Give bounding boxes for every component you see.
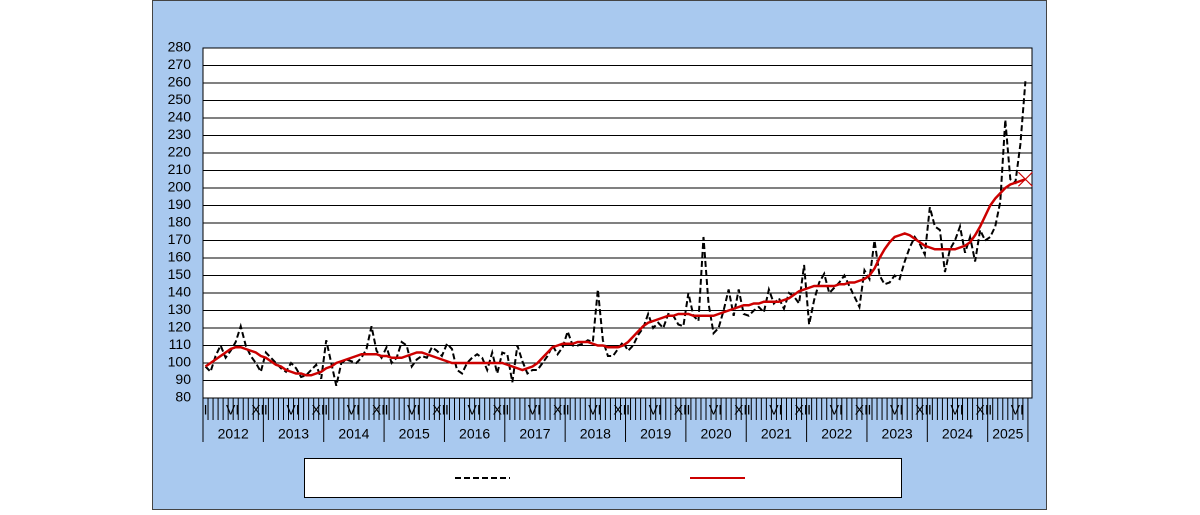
year-label: 2014 xyxy=(338,426,369,442)
y-tick-label: 170 xyxy=(168,231,192,247)
x-tick-label: VI xyxy=(830,402,843,418)
year-label: 2015 xyxy=(399,426,430,442)
y-tick-label: 190 xyxy=(168,196,192,212)
y-tick-label: 260 xyxy=(168,74,192,90)
year-label: 2021 xyxy=(761,426,792,442)
y-tick-label: 270 xyxy=(168,56,192,72)
year-label: 2016 xyxy=(459,426,490,442)
x-tick-label: VI xyxy=(950,402,963,418)
x-tick-label: XI xyxy=(372,402,385,418)
y-tick-label: 90 xyxy=(175,371,191,387)
x-tick-label: VI xyxy=(588,402,601,418)
y-tick-label: 250 xyxy=(168,91,192,107)
y-tick-label: 240 xyxy=(168,109,192,125)
x-tick-label: I xyxy=(385,402,389,418)
x-tick-label: I xyxy=(505,402,509,418)
x-tick-label: XI xyxy=(674,402,687,418)
x-tick-label: XI xyxy=(734,402,747,418)
x-tick-label: I xyxy=(626,402,630,418)
x-tick-label: XI xyxy=(915,402,928,418)
x-tick-label: I xyxy=(324,402,328,418)
series-line xyxy=(204,81,1027,386)
y-tick-label: 220 xyxy=(168,144,192,160)
x-tick-label: XI xyxy=(312,402,325,418)
y-tick-label: 160 xyxy=(168,249,192,265)
x-tick-label: XI xyxy=(855,402,868,418)
x-tick-label: I xyxy=(445,402,449,418)
y-tick-label: 110 xyxy=(169,336,192,352)
x-tick-label: I xyxy=(747,402,751,418)
x-tick-label: I xyxy=(868,402,872,418)
x-tick-label: I xyxy=(566,402,570,418)
x-tick-label: XI xyxy=(794,402,807,418)
y-tick-label: 140 xyxy=(168,284,192,300)
y-tick-label: 180 xyxy=(168,214,192,230)
legend-box xyxy=(304,458,902,498)
x-tick-label: XI xyxy=(432,402,445,418)
x-tick-label: I xyxy=(988,402,992,418)
x-tick-label: VI xyxy=(1011,402,1024,418)
year-label: 2022 xyxy=(821,426,852,442)
y-tick-label: 280 xyxy=(168,39,192,55)
y-tick-label: 80 xyxy=(175,389,191,405)
end-marker xyxy=(1017,171,1033,187)
x-tick-label: VI xyxy=(347,402,360,418)
y-tick-label: 150 xyxy=(168,266,192,282)
x-tick-label: VI xyxy=(286,402,299,418)
year-label: 2013 xyxy=(278,426,309,442)
year-label: 2025 xyxy=(992,426,1023,442)
year-label: 2024 xyxy=(942,426,973,442)
y-tick-label: 230 xyxy=(168,126,192,142)
x-tick-label: I xyxy=(686,402,690,418)
year-label: 2020 xyxy=(700,426,731,442)
x-tick-label: VI xyxy=(226,402,239,418)
x-tick-label: XI xyxy=(976,402,989,418)
x-tick-label: VI xyxy=(769,402,782,418)
x-tick-label: VI xyxy=(467,402,480,418)
series-line xyxy=(204,178,1026,377)
y-tick-label: 130 xyxy=(168,301,192,317)
y-tick-label: 100 xyxy=(168,354,192,370)
year-label: 2018 xyxy=(580,426,611,442)
x-tick-label: VI xyxy=(407,402,420,418)
x-tick-label: I xyxy=(204,402,208,418)
x-tick-label: I xyxy=(807,402,811,418)
x-tick-label: VI xyxy=(649,402,662,418)
x-tick-label: VI xyxy=(709,402,722,418)
x-tick-label: I xyxy=(928,402,932,418)
year-label: 2012 xyxy=(218,426,249,442)
x-tick-label: XI xyxy=(613,402,626,418)
x-tick-label: XI xyxy=(553,402,566,418)
y-tick-label: 120 xyxy=(168,319,192,335)
y-tick-label: 210 xyxy=(168,161,192,177)
x-tick-label: VI xyxy=(528,402,541,418)
year-label: 2019 xyxy=(640,426,671,442)
x-tick-label: VI xyxy=(890,402,903,418)
year-label: 2017 xyxy=(519,426,550,442)
x-tick-label: I xyxy=(264,402,268,418)
year-label: 2023 xyxy=(882,426,913,442)
x-tick-label: XI xyxy=(251,402,264,418)
y-tick-label: 200 xyxy=(168,179,192,195)
x-tick-label: XI xyxy=(493,402,506,418)
